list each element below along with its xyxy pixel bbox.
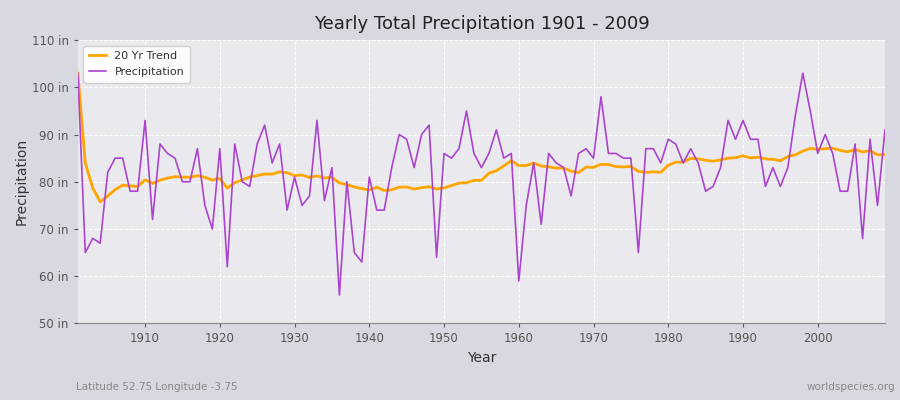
20 Yr Trend	[349, 184, 360, 189]
Line: Precipitation: Precipitation	[77, 73, 885, 295]
20 Yr Trend	[140, 178, 150, 182]
Precipitation	[132, 189, 143, 194]
20 Yr Trend	[879, 152, 890, 157]
20 Yr Trend	[513, 163, 524, 168]
20 Yr Trend	[72, 71, 83, 76]
Precipitation	[297, 203, 308, 208]
Precipitation	[521, 203, 532, 208]
X-axis label: Year: Year	[467, 351, 496, 365]
Precipitation	[879, 128, 890, 132]
Precipitation	[334, 293, 345, 298]
Title: Yearly Total Precipitation 1901 - 2009: Yearly Total Precipitation 1901 - 2009	[313, 15, 649, 33]
Legend: 20 Yr Trend, Precipitation: 20 Yr Trend, Precipitation	[84, 46, 190, 82]
20 Yr Trend	[304, 175, 315, 180]
Text: Latitude 52.75 Longitude -3.75: Latitude 52.75 Longitude -3.75	[76, 382, 238, 392]
Y-axis label: Precipitation: Precipitation	[15, 138, 29, 225]
Text: worldspecies.org: worldspecies.org	[807, 382, 896, 392]
Line: 20 Yr Trend: 20 Yr Trend	[77, 73, 885, 202]
20 Yr Trend	[610, 164, 621, 169]
Precipitation	[349, 250, 360, 255]
Precipitation	[72, 71, 83, 76]
20 Yr Trend	[521, 163, 532, 168]
20 Yr Trend	[94, 200, 105, 204]
Precipitation	[610, 151, 621, 156]
Precipitation	[513, 278, 524, 283]
